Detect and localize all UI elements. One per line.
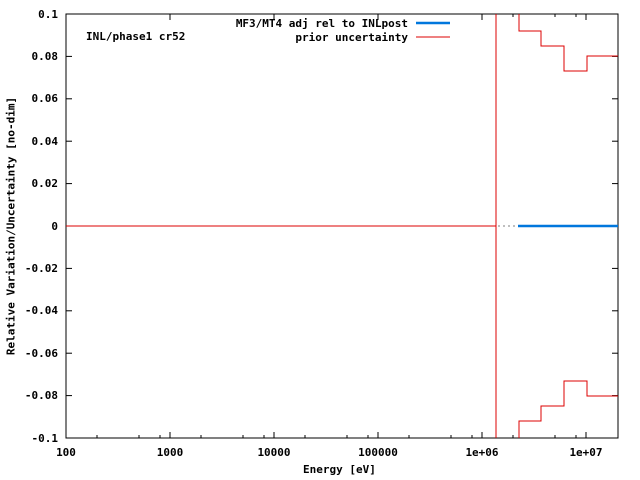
y-tick-label: 0.04: [31, 135, 59, 148]
y-tick-label: -0.02: [24, 262, 58, 275]
y-tick-label: 0: [51, 220, 58, 233]
y-tick-label: -0.06: [24, 347, 58, 360]
x-tick-label: 100000: [358, 446, 398, 459]
x-ticks: [96, 14, 587, 438]
x-tick-label: 1e+06: [465, 446, 499, 459]
y-tick-label: 0.1: [38, 8, 58, 21]
x-tick-label: 1e+07: [569, 446, 603, 459]
x-tick-label: 100: [56, 446, 76, 459]
x-tick-label: 1000: [156, 446, 184, 459]
y-tick-label: 0.02: [31, 177, 59, 190]
legend-label-adj: MF3/MT4 adj rel to INLpost: [235, 17, 408, 30]
y-tick-label: -0.08: [24, 389, 58, 402]
series-prior-uncertainty: [66, 14, 618, 438]
x-axis-title: Energy [eV]: [303, 463, 376, 476]
legend-label-prior: prior uncertainty: [295, 31, 408, 44]
y-tick-label: 0.08: [31, 50, 59, 63]
x-tick-label: 10000: [257, 446, 291, 459]
y-tick-label: -0.1: [31, 432, 59, 445]
y-ticks: [66, 13, 618, 397]
plot-annotation: INL/phase1 cr52: [86, 30, 186, 43]
y-tick-label: -0.04: [24, 304, 58, 317]
y-tick-label: 0.06: [31, 92, 59, 105]
y-axis-title: Relative Variation/Uncertainty [no-dim]: [4, 96, 18, 356]
